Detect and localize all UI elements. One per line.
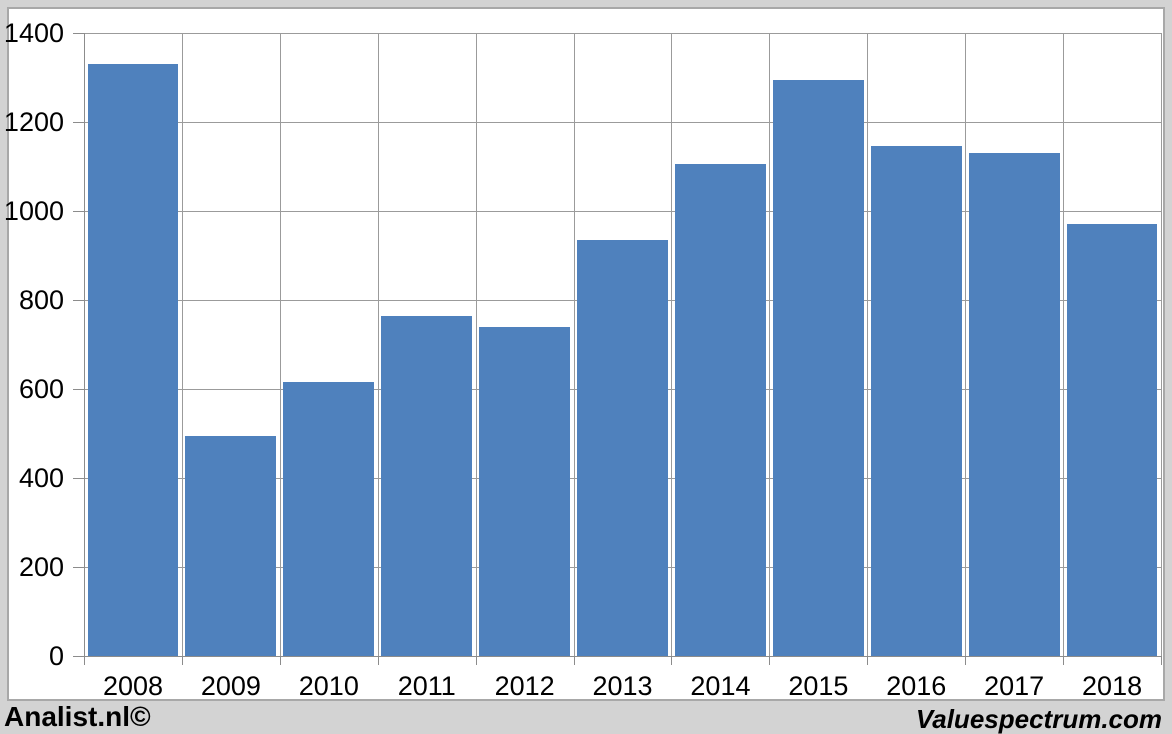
y-gridline: [84, 33, 1161, 34]
y-axis-label: 600: [18, 374, 64, 404]
x-axis-label: 2016: [886, 671, 947, 701]
x-axis-label: 2010: [298, 671, 359, 701]
y-gridline: [84, 211, 1161, 212]
y-axis-tick: [73, 567, 84, 568]
bar-2013: [577, 239, 668, 656]
x-axis-tick: [181, 656, 183, 665]
bar-2009: [185, 435, 277, 656]
x-gridline: [573, 33, 575, 656]
branding-right: Valuespectrum.com: [915, 704, 1162, 734]
x-axis-tick: [1063, 656, 1065, 665]
bar-2011: [381, 315, 473, 656]
x-axis-line: [84, 656, 1161, 657]
x-axis-tick: [377, 656, 379, 665]
x-axis-tick: [769, 656, 771, 665]
x-axis-tick: [573, 656, 575, 665]
y-axis-label: 1200: [3, 107, 64, 137]
y-gridline: [84, 122, 1161, 123]
y-axis-tick: [73, 478, 84, 479]
x-axis-tick: [867, 656, 869, 665]
bar-2015: [772, 79, 864, 656]
x-axis-label: 2008: [102, 671, 164, 701]
y-axis-label: 1000: [3, 196, 64, 226]
x-gridline: [181, 33, 183, 656]
x-axis-label: 2009: [200, 671, 261, 701]
x-axis-tick: [965, 656, 967, 665]
x-axis-tick: [279, 656, 281, 665]
x-axis-label: 2014: [690, 671, 751, 701]
x-gridline: [671, 33, 673, 656]
y-axis-label: 1400: [3, 18, 64, 48]
y-axis-tick: [73, 300, 84, 301]
x-gridline: [769, 33, 771, 656]
branding-left: Analist.nl©: [4, 701, 151, 732]
x-axis-label: 2018: [1082, 671, 1143, 701]
y-axis-label: 0: [48, 641, 64, 671]
bar-2014: [674, 164, 766, 656]
bar-2017: [968, 153, 1060, 656]
x-axis-tick: [1161, 656, 1162, 665]
x-axis-label: 2011: [397, 671, 456, 701]
y-axis-tick: [73, 33, 84, 34]
y-axis-label: 800: [18, 285, 64, 315]
bar-2018: [1066, 224, 1158, 656]
x-gridline: [867, 33, 869, 656]
branding-footer: Analist.nl© Valuespectrum.com: [0, 702, 1172, 734]
y-axis-tick: [73, 122, 84, 123]
bar-2010: [283, 382, 375, 656]
x-gridline: [475, 33, 477, 656]
x-axis-label: 2013: [592, 671, 653, 701]
x-axis-label: 2012: [494, 671, 555, 701]
x-gridline: [1063, 33, 1065, 656]
bar-2016: [870, 146, 962, 656]
x-axis-tick: [475, 656, 477, 665]
y-axis-tick: [73, 389, 84, 390]
x-gridline: [279, 33, 281, 656]
x-axis-label: 2017: [984, 671, 1045, 701]
x-axis-label: 2015: [788, 671, 849, 701]
x-gridline: [965, 33, 967, 656]
y-axis-line: [84, 33, 85, 656]
bar-2008: [87, 64, 179, 656]
y-axis-tick: [73, 656, 84, 657]
bar-2012: [479, 326, 571, 656]
x-gridline: [377, 33, 379, 656]
y-axis-label: 200: [18, 552, 64, 582]
x-gridline: [1161, 33, 1162, 656]
x-axis-tick: [84, 656, 85, 665]
y-axis-label: 400: [18, 463, 64, 493]
x-axis-tick: [671, 656, 673, 665]
y-axis-tick: [73, 211, 84, 212]
